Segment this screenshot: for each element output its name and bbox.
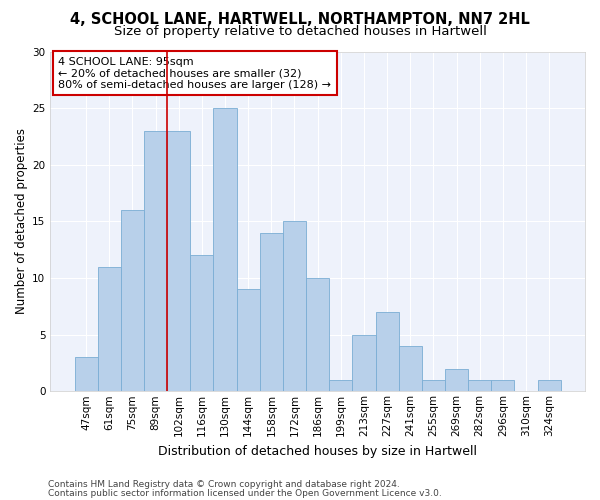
Bar: [144, 131, 167, 392]
Bar: [376, 312, 398, 392]
Text: Contains public sector information licensed under the Open Government Licence v3: Contains public sector information licen…: [48, 488, 442, 498]
Text: Contains HM Land Registry data © Crown copyright and database right 2024.: Contains HM Land Registry data © Crown c…: [48, 480, 400, 489]
Bar: [329, 380, 352, 392]
Bar: [422, 380, 445, 392]
Bar: [74, 358, 98, 392]
Bar: [190, 256, 214, 392]
Bar: [167, 131, 190, 392]
Bar: [121, 210, 144, 392]
Bar: [445, 368, 468, 392]
Text: 4, SCHOOL LANE, HARTWELL, NORTHAMPTON, NN7 2HL: 4, SCHOOL LANE, HARTWELL, NORTHAMPTON, N…: [70, 12, 530, 28]
Bar: [260, 232, 283, 392]
Bar: [214, 108, 236, 392]
Bar: [538, 380, 560, 392]
Bar: [491, 380, 514, 392]
Bar: [283, 222, 306, 392]
Bar: [236, 290, 260, 392]
Bar: [398, 346, 422, 392]
Text: 4 SCHOOL LANE: 95sqm
← 20% of detached houses are smaller (32)
80% of semi-detac: 4 SCHOOL LANE: 95sqm ← 20% of detached h…: [58, 56, 331, 90]
Bar: [352, 334, 376, 392]
X-axis label: Distribution of detached houses by size in Hartwell: Distribution of detached houses by size …: [158, 444, 477, 458]
Y-axis label: Number of detached properties: Number of detached properties: [15, 128, 28, 314]
Bar: [98, 266, 121, 392]
Bar: [306, 278, 329, 392]
Text: Size of property relative to detached houses in Hartwell: Size of property relative to detached ho…: [113, 25, 487, 38]
Bar: [468, 380, 491, 392]
